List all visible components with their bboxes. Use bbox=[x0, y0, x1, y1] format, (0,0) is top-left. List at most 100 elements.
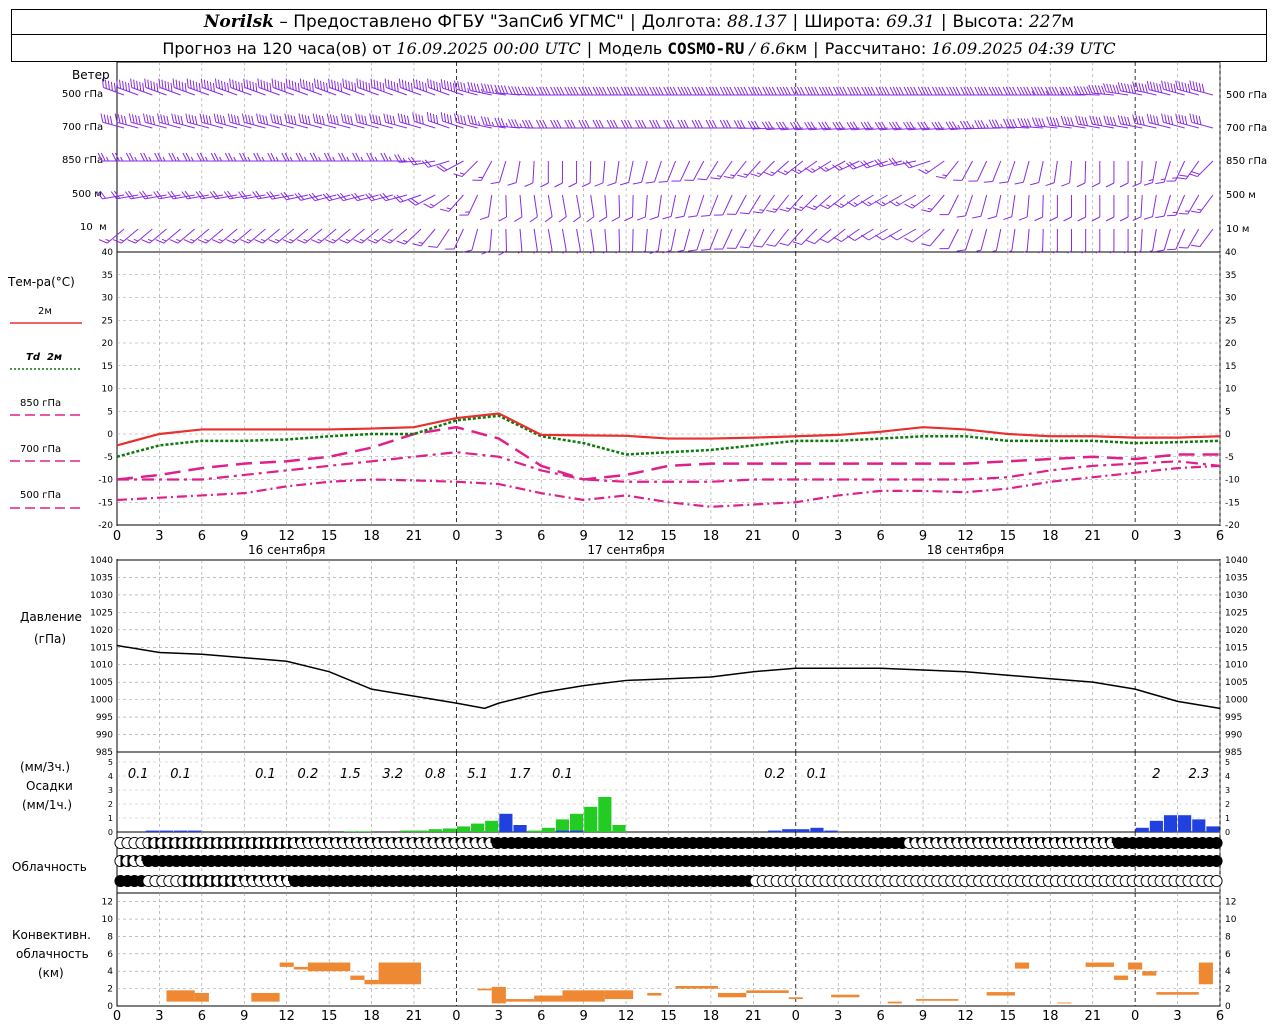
wind-barb-feather bbox=[638, 86, 644, 96]
wind-barb-feather bbox=[1132, 182, 1142, 187]
wind-barb-shaft bbox=[894, 127, 917, 131]
wind-barb-feather bbox=[473, 116, 477, 125]
wind-barb-feather bbox=[227, 113, 231, 123]
wind-barb bbox=[436, 160, 464, 172]
temp-tick-left: 5 bbox=[107, 407, 113, 417]
wind-barb-feather bbox=[113, 82, 116, 92]
wind-barb-feather bbox=[327, 152, 332, 162]
wind-barb bbox=[619, 160, 634, 186]
wind-barb bbox=[860, 160, 888, 169]
wind-barb-feather bbox=[977, 120, 983, 129]
wind-barb-feather bbox=[156, 190, 163, 199]
wind-barb-half-feather bbox=[615, 250, 620, 254]
wind-barb-feather bbox=[969, 86, 975, 96]
wind-barb-shaft bbox=[787, 228, 804, 246]
wind-barb bbox=[423, 194, 450, 209]
wind-barb-feather bbox=[514, 86, 520, 95]
wind-barb bbox=[1143, 160, 1157, 186]
x-tick-label: 9 bbox=[580, 529, 588, 544]
wind-barb-shaft bbox=[1053, 160, 1058, 183]
wind-barb bbox=[313, 78, 337, 96]
wind-barb-feather bbox=[142, 82, 145, 92]
wind-barb-feather bbox=[212, 82, 215, 92]
wind-barb-feather bbox=[953, 179, 963, 181]
wind-barb-feather bbox=[439, 82, 442, 92]
x-tick-label: 6 bbox=[537, 529, 545, 544]
wind-barb-shaft bbox=[1175, 228, 1186, 250]
wind-barb-feather bbox=[662, 216, 672, 220]
cloud-symbol-fill bbox=[1210, 855, 1223, 867]
wind-barb bbox=[1189, 80, 1214, 96]
wind-barb-feather bbox=[819, 238, 829, 244]
wind-barb-shaft bbox=[1199, 228, 1214, 247]
wind-barb bbox=[554, 161, 563, 188]
wind-barb-feather bbox=[122, 80, 125, 90]
wind-barb bbox=[1034, 194, 1044, 222]
wind-barb-feather bbox=[1059, 86, 1065, 96]
wind-barb-feather bbox=[1040, 86, 1046, 96]
wind-barb-feather bbox=[463, 115, 467, 125]
wind-barb-feather bbox=[899, 86, 905, 96]
wind-barb-shaft bbox=[641, 160, 648, 183]
wind-barb-feather bbox=[149, 115, 152, 125]
wind-barb-feather bbox=[1068, 86, 1074, 96]
wind-barb-feather bbox=[1103, 83, 1107, 92]
wind-barb-half-feather bbox=[1045, 90, 1049, 96]
wind-barb-shaft bbox=[748, 228, 761, 248]
wind-barb-feather bbox=[404, 80, 407, 90]
wind-barb-feather bbox=[1115, 85, 1120, 94]
x-tick-label-bottom: 0 bbox=[1131, 1009, 1139, 1024]
wind-barb-feather bbox=[602, 86, 608, 96]
wind-barb-shaft bbox=[357, 194, 379, 202]
wind-barb-feather bbox=[847, 86, 852, 96]
wind-barb-feather bbox=[212, 190, 220, 199]
wind-barb-feather bbox=[1130, 84, 1134, 94]
wind-barb-feather bbox=[153, 191, 160, 200]
wind-barb-half-feather bbox=[491, 121, 495, 127]
wind-barb-shaft bbox=[814, 228, 832, 244]
x-tick-label: 12 bbox=[957, 529, 974, 544]
temp-tick-left: 10 bbox=[102, 385, 114, 395]
wind-barb bbox=[832, 121, 860, 131]
wind-barb bbox=[1059, 86, 1086, 96]
wind-barb-feather bbox=[918, 168, 927, 175]
wind-barb-shaft bbox=[505, 228, 508, 252]
wind-barb-feather bbox=[644, 86, 650, 96]
wind-barb-feather bbox=[1076, 86, 1082, 95]
wind-barb-feather bbox=[238, 191, 245, 200]
wind-barb-feather bbox=[1034, 86, 1040, 96]
calc-label: Рассчитано: bbox=[824, 38, 927, 58]
wind-barb-feather bbox=[521, 86, 527, 96]
wind-barb-feather bbox=[677, 119, 683, 129]
wind-barb-half-feather bbox=[756, 172, 762, 175]
pressure-tick-right: 1010 bbox=[1225, 661, 1248, 671]
conv-cloud-bar bbox=[534, 995, 563, 1002]
wind-barb-half-feather bbox=[105, 238, 110, 242]
wind-barb-half-feather bbox=[942, 174, 947, 177]
wind-barb-half-feather bbox=[477, 121, 481, 126]
wind-barb-feather bbox=[904, 203, 913, 209]
wind-barb-shaft bbox=[752, 127, 775, 130]
wind-barb bbox=[428, 228, 450, 248]
wind-barb-feather bbox=[111, 152, 117, 162]
wind-barb-half-feather bbox=[1031, 90, 1035, 96]
wind-barb-feather bbox=[240, 239, 249, 244]
wind-barb bbox=[454, 80, 478, 96]
wind-barb-feather bbox=[412, 243, 422, 247]
wind-barb-half-feather bbox=[783, 170, 789, 174]
wind-barb-shaft bbox=[1077, 93, 1100, 96]
wind-barb-feather bbox=[497, 117, 502, 127]
precip-bar-green bbox=[541, 827, 555, 832]
wind-barb-feather bbox=[490, 84, 495, 94]
x-tick-label: 18 bbox=[703, 529, 720, 544]
wind-barb-feather bbox=[818, 165, 827, 172]
wind-barb bbox=[1049, 195, 1058, 222]
wind-barb-feather bbox=[853, 86, 859, 96]
wind-barb-shaft bbox=[1091, 92, 1114, 96]
wind-barb bbox=[366, 152, 393, 162]
conv-tick-right: 0 bbox=[1225, 1002, 1231, 1012]
wind-barb-feather bbox=[139, 191, 146, 200]
wind-barb bbox=[988, 119, 1015, 129]
wind-barb-feather bbox=[542, 86, 548, 96]
wind-barb-feather bbox=[1031, 117, 1036, 126]
